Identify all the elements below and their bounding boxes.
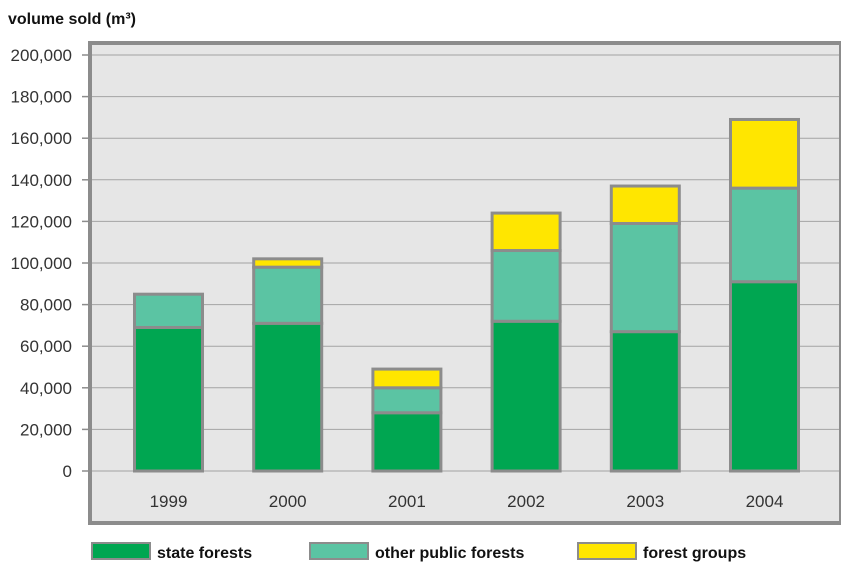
bar-segment-forest-groups bbox=[252, 257, 324, 269]
x-axis-ticks: 1999 2000 2001 2002 2003 2004 bbox=[150, 492, 784, 511]
bar-stack-2003 bbox=[609, 184, 681, 473]
x-tick-label: 2001 bbox=[388, 492, 426, 511]
x-tick-label: 2004 bbox=[746, 492, 784, 511]
x-tick-label: 2002 bbox=[507, 492, 545, 511]
y-tick-label: 140,000 bbox=[11, 171, 72, 190]
bar-segment-other-public-forests bbox=[371, 386, 443, 415]
bar-segment-state-forests bbox=[371, 411, 443, 473]
bar-segment-other-public-forests bbox=[133, 292, 204, 329]
legend-label: other public forests bbox=[375, 545, 524, 562]
legend-label: state forests bbox=[157, 545, 252, 562]
legend-item: state forests bbox=[91, 542, 252, 562]
y-tick-label: 20,000 bbox=[20, 420, 72, 439]
y-tick-label: 180,000 bbox=[11, 88, 72, 107]
y-tick-label: 80,000 bbox=[20, 296, 72, 315]
bar-segment-state-forests bbox=[609, 330, 681, 473]
bar-segment-other-public-forests bbox=[729, 186, 800, 284]
bar-segment-forest-groups bbox=[371, 367, 443, 390]
y-tick-label: 0 bbox=[63, 462, 72, 481]
bar-segment-forest-groups bbox=[609, 184, 681, 225]
bar-segment-forest-groups bbox=[490, 211, 562, 253]
legend-label: forest groups bbox=[643, 545, 746, 562]
gridlines bbox=[92, 54, 839, 472]
legend: state forests other public forests forest … bbox=[91, 542, 746, 562]
legend-item: forest groups bbox=[577, 542, 746, 562]
y-axis-title: volume sold (m³) bbox=[8, 11, 136, 28]
plot-area bbox=[88, 41, 841, 525]
x-tick-label: 2000 bbox=[269, 492, 307, 511]
bar-stack-2000 bbox=[252, 257, 324, 473]
bar-segment-state-forests bbox=[729, 280, 800, 473]
bar-segment-other-public-forests bbox=[252, 265, 324, 325]
legend-swatch bbox=[309, 542, 369, 560]
legend-swatch bbox=[577, 542, 637, 560]
bar-stack-1999 bbox=[133, 292, 204, 473]
bar-stack-2004 bbox=[729, 117, 800, 473]
y-tick-label: 100,000 bbox=[11, 254, 72, 273]
y-tick-label: 120,000 bbox=[11, 212, 72, 231]
legend-swatch bbox=[91, 542, 151, 560]
bar-segment-state-forests bbox=[133, 325, 204, 473]
y-axis-ticks: 0 20,000 40,000 60,000 80,000 100,000 120,000 1… bbox=[11, 46, 92, 481]
bar-stack-2002 bbox=[490, 211, 562, 473]
x-tick-label: 2003 bbox=[626, 492, 664, 511]
bars bbox=[133, 117, 800, 473]
y-tick-label: 40,000 bbox=[20, 379, 72, 398]
bar-segment-other-public-forests bbox=[609, 221, 681, 334]
y-tick-label: 160,000 bbox=[11, 129, 72, 148]
bar-segment-forest-groups bbox=[729, 117, 800, 190]
bar-segment-state-forests bbox=[490, 319, 562, 473]
y-tick-label: 60,000 bbox=[20, 337, 72, 356]
bar-segment-state-forests bbox=[252, 321, 324, 473]
legend-item: other public forests bbox=[309, 542, 524, 562]
bar-segment-other-public-forests bbox=[490, 249, 562, 323]
x-tick-label: 1999 bbox=[150, 492, 188, 511]
bar-stack-2001 bbox=[371, 367, 443, 473]
y-tick-label: 200,000 bbox=[11, 46, 72, 65]
